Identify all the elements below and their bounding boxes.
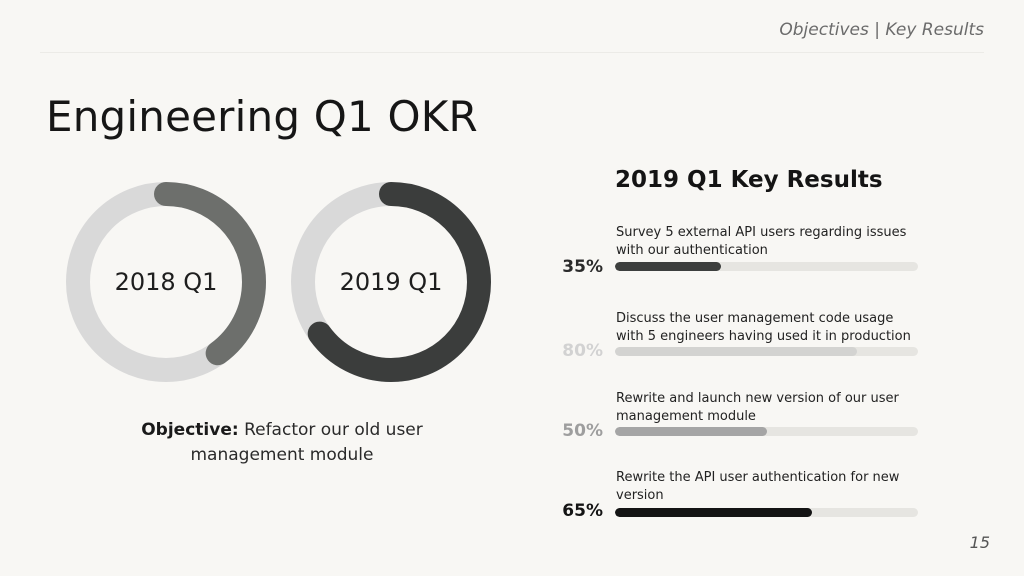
objective-text: Refactor our old user management module xyxy=(190,420,423,465)
key-result-progress-track xyxy=(615,427,918,436)
key-result-item: Rewrite the API user authentication for … xyxy=(555,469,925,529)
key-result-text: Survey 5 external API users regarding is… xyxy=(616,225,907,258)
key-result-progress-fill xyxy=(615,427,767,436)
key-result-progress-fill xyxy=(615,508,812,517)
key-result-percent: 50% xyxy=(562,421,603,441)
objective-prefix: Objective: xyxy=(141,420,239,440)
donut-chart-2019: 2019 Q1 xyxy=(291,182,491,382)
key-result-progress-fill xyxy=(615,262,722,271)
objective-statement: Objective: Refactor our old user managem… xyxy=(120,418,444,468)
key-result-text: Discuss the user management code usage w… xyxy=(616,311,911,344)
donut-label-2019: 2019 Q1 xyxy=(339,268,443,296)
key-result-progress-track xyxy=(615,508,918,517)
key-result-item: Discuss the user management code usage w… xyxy=(555,310,925,370)
key-result-progress-track xyxy=(615,262,918,271)
key-result-progress-fill xyxy=(615,347,858,356)
key-result-item: Rewrite and launch new version of our us… xyxy=(555,390,925,450)
donut-label-2018: 2018 Q1 xyxy=(114,268,218,296)
page-title: Engineering Q1 OKR xyxy=(46,92,478,141)
key-result-text: Rewrite and launch new version of our us… xyxy=(616,391,899,424)
key-result-percent: 35% xyxy=(562,257,603,277)
key-result-text: Rewrite the API user authentication for … xyxy=(616,470,900,503)
donut-chart-2018: 2018 Q1 xyxy=(66,182,266,382)
header-divider xyxy=(40,52,984,53)
key-result-progress-track xyxy=(615,347,918,356)
key-result-item: Survey 5 external API users regarding is… xyxy=(555,224,925,284)
section-tag: Objectives | Key Results xyxy=(779,20,984,40)
key-result-percent: 80% xyxy=(562,341,603,361)
key-result-percent: 65% xyxy=(562,501,603,521)
key-results-title: 2019 Q1 Key Results xyxy=(615,167,883,193)
page-number: 15 xyxy=(969,533,990,552)
